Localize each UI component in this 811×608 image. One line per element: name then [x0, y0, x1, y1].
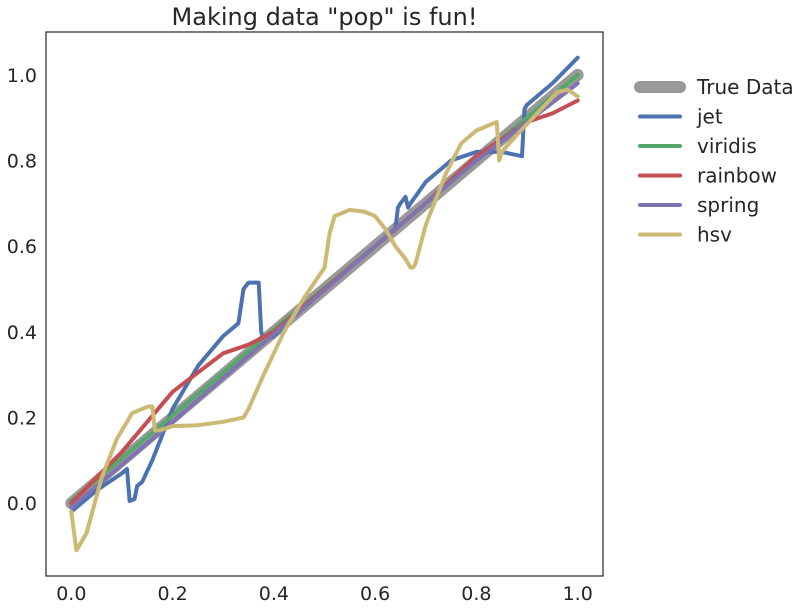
legend-label: spring [697, 193, 759, 217]
plot-frame [45, 31, 604, 577]
legend-item-hsv: hsv [638, 223, 732, 247]
x-tick-label: 1.0 [563, 583, 593, 605]
x-tick-label: 0.6 [360, 583, 390, 605]
chart-title: Making data "pop" is fun! [172, 3, 478, 31]
legend-label: rainbow [697, 164, 777, 188]
y-tick-label: 0.6 [7, 236, 37, 258]
y-tick-label: 0.4 [7, 322, 37, 344]
series-line-spring [69, 81, 580, 510]
legend-label: jet [696, 105, 723, 129]
y-tick-label: 0.0 [7, 493, 37, 515]
y-tick-label: 0.8 [7, 151, 37, 173]
x-tick-label: 0.2 [157, 583, 187, 605]
legend-label: True Data [696, 75, 794, 99]
x-axis: 0.0 0.2 0.4 0.6 0.8 1.0 [56, 583, 593, 605]
legend-item-rainbow: rainbow [638, 164, 777, 188]
x-tick-label: 0.0 [56, 583, 86, 605]
legend-label: viridis [697, 134, 757, 158]
y-axis: 0.0 0.2 0.4 0.6 0.8 1.0 [7, 65, 37, 515]
plot-area [65, 55, 584, 553]
x-tick-label: 0.4 [259, 583, 289, 605]
legend-item-jet: jet [638, 105, 723, 129]
legend: True Data jet viridis rainbow spring hsv [634, 75, 794, 247]
x-tick-label: 0.8 [461, 583, 491, 605]
legend-item-spring: spring [638, 193, 759, 217]
legend-item-viridis: viridis [638, 134, 757, 158]
legend-item-true-data: True Data [634, 75, 794, 99]
y-tick-label: 0.2 [7, 408, 37, 430]
series-line-hsv [69, 87, 580, 553]
y-tick-label: 1.0 [7, 65, 37, 87]
legend-label: hsv [697, 223, 732, 247]
